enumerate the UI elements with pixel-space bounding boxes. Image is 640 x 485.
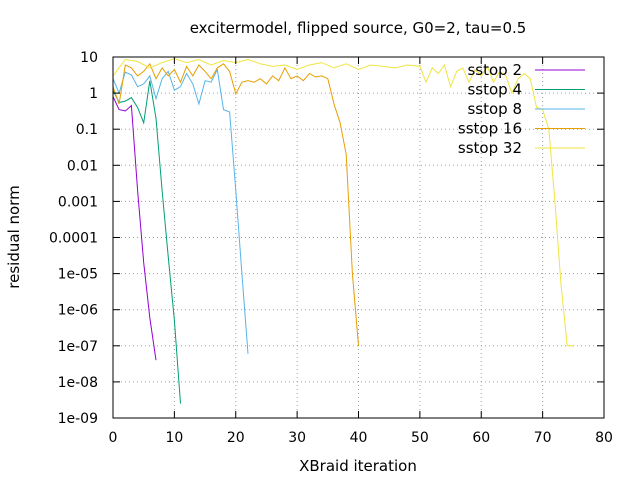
legend-label: sstop 4 [467,81,522,99]
x-tick-label: 10 [165,430,183,446]
x-tick-label: 60 [472,430,490,446]
grid [113,57,604,418]
y-tick-label: 10 [80,50,98,66]
legend-label: sstop 2 [467,61,522,79]
y-tick-label: 0.1 [76,122,98,138]
x-tick-label: 0 [109,430,118,446]
series-line [112,62,359,346]
legend-label: sstop 16 [458,120,522,138]
plot-lines [112,58,574,404]
y-tick-label: 0.001 [58,194,98,210]
axis-ticks [112,56,605,419]
y-axis-tick-labels: 10 1 0.1 0.01 0.001 0.0001 1e-05 1e-06 1e-07 1e-0… [49,50,98,427]
y-tick-label: 1e-07 [58,339,98,355]
series-line [112,80,181,404]
y-tick-label: 1e-06 [58,303,98,319]
y-axis-label: residual norm [5,185,23,288]
y-tick-label: 0.0001 [49,231,98,247]
y-tick-label: 1e-09 [58,411,98,427]
x-tick-label: 30 [288,430,306,446]
x-tick-label: 40 [350,430,368,446]
x-tick-label: 20 [227,430,245,446]
legend-label: sstop 8 [467,100,522,118]
x-tick-label: 50 [411,430,429,446]
x-tick-label: 70 [534,430,552,446]
series-line [112,96,157,361]
legend-label: sstop 32 [458,139,522,157]
x-tick-label: 80 [595,430,613,446]
chart-title: excitermodel, flipped source, G0=2, tau=… [190,19,527,37]
y-tick-label: 1e-08 [58,375,98,391]
y-tick-label: 0.01 [67,158,98,174]
y-tick-label: 1e-05 [58,267,98,283]
x-axis-label: XBraid iteration [299,457,417,475]
y-tick-label: 1 [89,86,98,102]
x-axis-tick-labels: 0 10 20 30 40 50 60 70 80 [109,430,613,446]
series-line [112,58,574,347]
series-line [112,67,249,354]
